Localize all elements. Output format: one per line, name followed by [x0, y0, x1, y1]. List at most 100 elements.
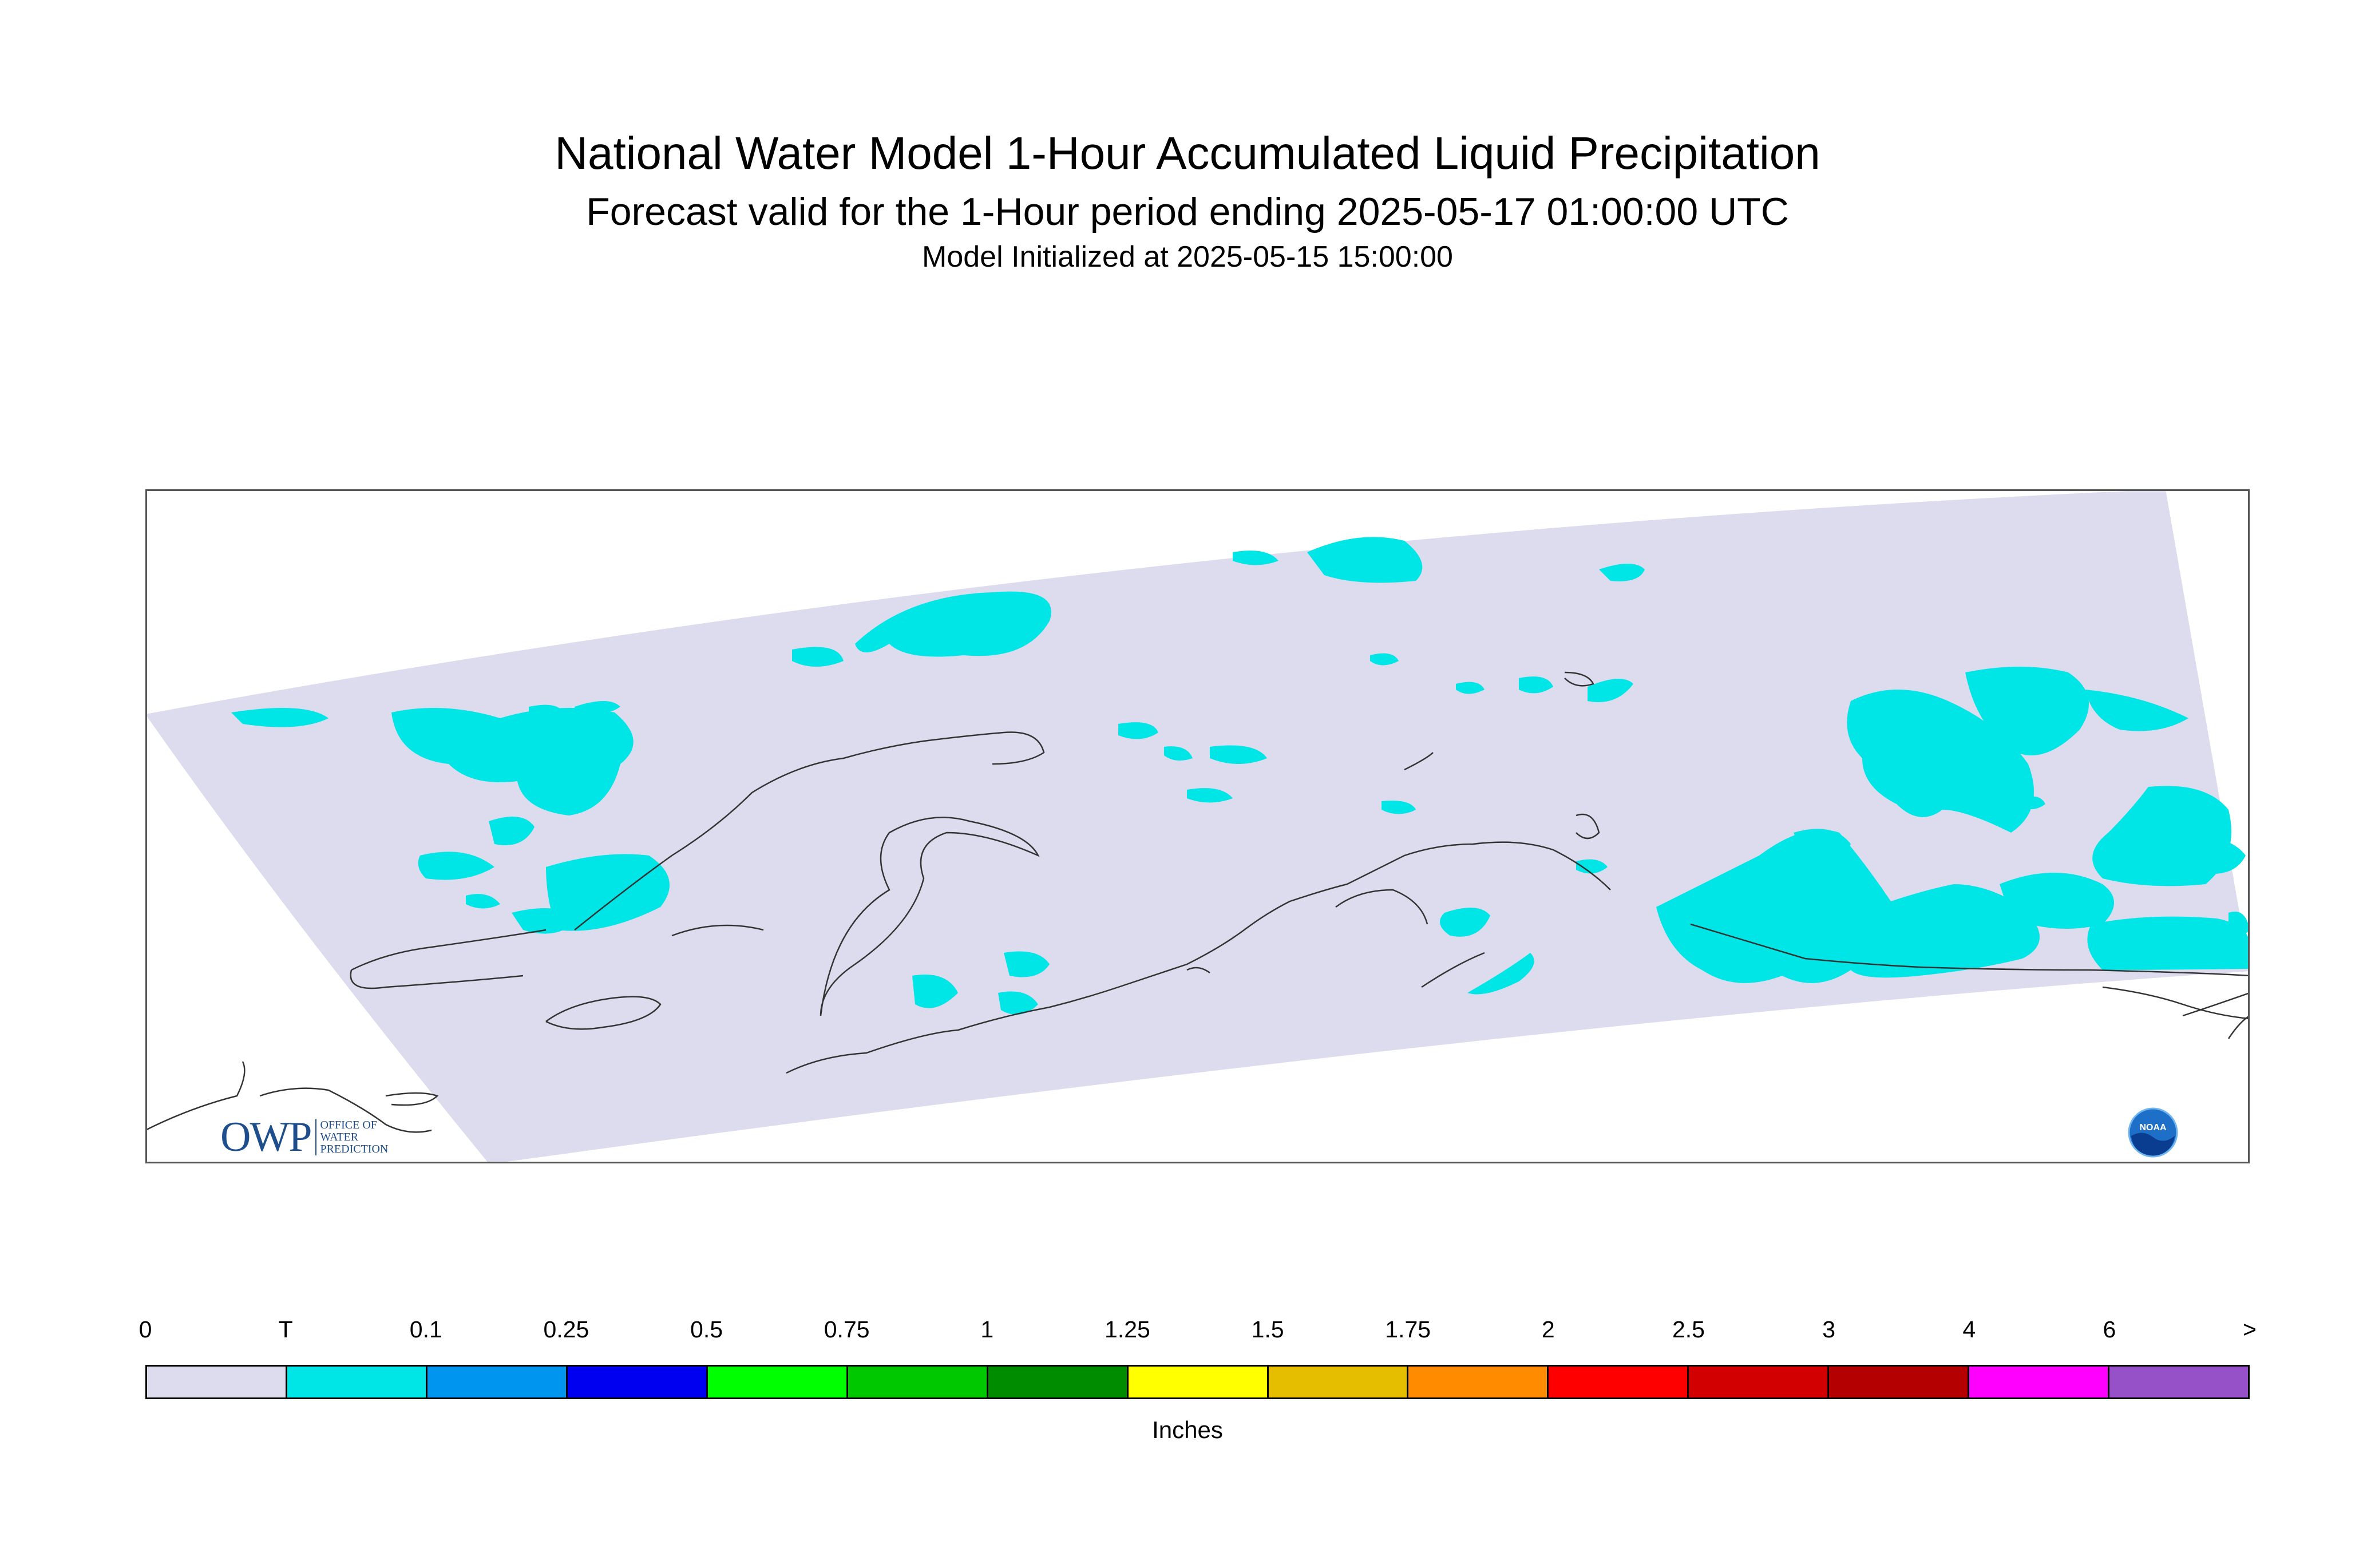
precip-area: [2000, 873, 2114, 929]
colorbar-swatch: [567, 1367, 708, 1397]
precip-area: [1118, 722, 1158, 739]
precip-area: [2022, 796, 2045, 809]
colorbar-tick-label: 3: [1822, 1316, 1835, 1343]
colorbar: [145, 1365, 2250, 1399]
colorbar-tick-label: 1: [980, 1316, 994, 1343]
colorbar-tick-label: 4: [1962, 1316, 1976, 1343]
coastline-segment: [671, 924, 764, 937]
colorbar-units: Inches: [1152, 1416, 1223, 1443]
coastline-segment: [2102, 986, 2250, 1020]
colorbar-swatch: [988, 1367, 1129, 1397]
precip-area: [529, 704, 563, 715]
colorbar-swatch: [1969, 1367, 2110, 1397]
colorbar-swatch: [848, 1367, 988, 1397]
colorbar-tick-label: 6: [2103, 1316, 2116, 1343]
precip-area: [391, 708, 634, 815]
precip-area: [998, 991, 1038, 1015]
coastline-segment: [1404, 752, 1434, 771]
noaa-logo: NOAA: [2128, 1107, 2178, 1158]
precip-area: [1519, 676, 1553, 694]
colorbar-tick-label: 0: [138, 1316, 152, 1343]
map-subtitle: Forecast valid for the 1-Hour period end…: [586, 190, 1789, 233]
colorbar-tick-label: 0.5: [690, 1316, 723, 1343]
colorbar-tick-label: 0.25: [543, 1316, 589, 1343]
colorbar-tick-labels: 0 T 0.1 0.25 0.5 0.75 1 1.25 1.5 1.75 2 2.5 3 4 6 >: [0, 1316, 2375, 1356]
colorbar-tick-label: >: [2243, 1316, 2257, 1343]
owp-logo-text: OFFICE OF WATER PREDICTION: [315, 1119, 388, 1155]
colorbar-swatch: [147, 1367, 287, 1397]
precip-area: [1233, 551, 1278, 565]
colorbar-swatch: [287, 1367, 428, 1397]
precip-area: [2087, 916, 2250, 970]
colorbar-swatch: [1829, 1367, 1970, 1397]
precip-area: [1307, 537, 1423, 583]
precip-area: [1004, 951, 1050, 977]
colorbar-swatch: [2109, 1367, 2249, 1397]
precip-area: [466, 894, 500, 909]
colorbar-tick-label: 1.75: [1385, 1316, 1431, 1343]
precip-area: [546, 854, 670, 931]
coastline-segment: [259, 1087, 432, 1133]
precip-area: [2228, 912, 2250, 936]
precip-area: [2183, 837, 2246, 874]
colorbar-tick-label: 2.5: [1672, 1316, 1705, 1343]
precip-area: [2085, 690, 2188, 731]
coastline-segment: [820, 817, 1040, 1016]
coastline-segment: [1186, 967, 1210, 974]
coastline: [145, 671, 2250, 1133]
colorbar-swatch: [427, 1367, 568, 1397]
precip-area: [1164, 746, 1193, 761]
colorbar-swatch: [707, 1367, 848, 1397]
precipitation-map: [145, 489, 2250, 1163]
precip-areas: [231, 537, 2250, 1015]
owp-logo-mark: OWP: [220, 1114, 312, 1161]
colorbar-swatch: [1268, 1367, 1409, 1397]
precip-area: [912, 975, 958, 1008]
coastline-segment: [1564, 671, 1594, 687]
model-domain: [145, 489, 2250, 1163]
colorbar-tick-label: T: [278, 1316, 293, 1343]
colorbar-tick-label: 0.75: [824, 1316, 870, 1343]
precip-area: [855, 591, 1051, 657]
precip-area: [1599, 564, 1645, 581]
precip-area: [1965, 667, 2089, 755]
model-init-time: Model Initialized at 2025-05-15 15:00:00: [922, 240, 1453, 274]
coastline-segment: [145, 1061, 246, 1131]
precip-area: [1440, 908, 1490, 937]
coastline-segment: [2182, 992, 2250, 1017]
coastline-segment: [1335, 889, 1428, 925]
map-title: National Water Model 1-Hour Accumulated …: [555, 128, 1820, 179]
precip-area: [1210, 745, 1267, 764]
map-frame: [145, 489, 2250, 1163]
precip-area: [1456, 682, 1485, 694]
coastline-segment: [351, 929, 547, 971]
colorbar-swatch: [1689, 1367, 1830, 1397]
precip-area: [1370, 653, 1399, 666]
precip-area: [1656, 830, 2040, 983]
precip-area: [231, 708, 328, 727]
coastline-segment: [385, 1092, 439, 1106]
owp-logo-line: PREDICTION: [320, 1143, 389, 1155]
colorbar-swatch: [1408, 1367, 1549, 1397]
precip-area: [575, 701, 620, 716]
colorbar-tick-label: 1.5: [1251, 1316, 1284, 1343]
coastline-segment: [1576, 813, 1600, 840]
coastline-segment: [350, 969, 524, 989]
precip-area: [1187, 788, 1233, 803]
precip-area: [792, 647, 844, 667]
colorbar-tick-label: 1.25: [1105, 1316, 1150, 1343]
coastline-segment: [574, 731, 1045, 930]
owp-logo-line: OFFICE OF: [320, 1119, 377, 1131]
coastline-segment: [1421, 952, 1485, 988]
precip-area: [1467, 953, 1534, 995]
noaa-logo-text: NOAA: [2139, 1123, 2167, 1133]
precip-area: [512, 908, 580, 934]
coastline-segment: [786, 841, 1611, 1074]
coastline-segment: [545, 996, 662, 1030]
precip-area: [1588, 679, 1633, 702]
precip-area: [1576, 859, 1608, 874]
precip-area: [1794, 829, 1851, 862]
colorbar-swatch: [1128, 1367, 1269, 1397]
owp-logo: OWP OFFICE OF WATER PREDICTION: [220, 1113, 388, 1162]
precip-area: [489, 817, 535, 845]
